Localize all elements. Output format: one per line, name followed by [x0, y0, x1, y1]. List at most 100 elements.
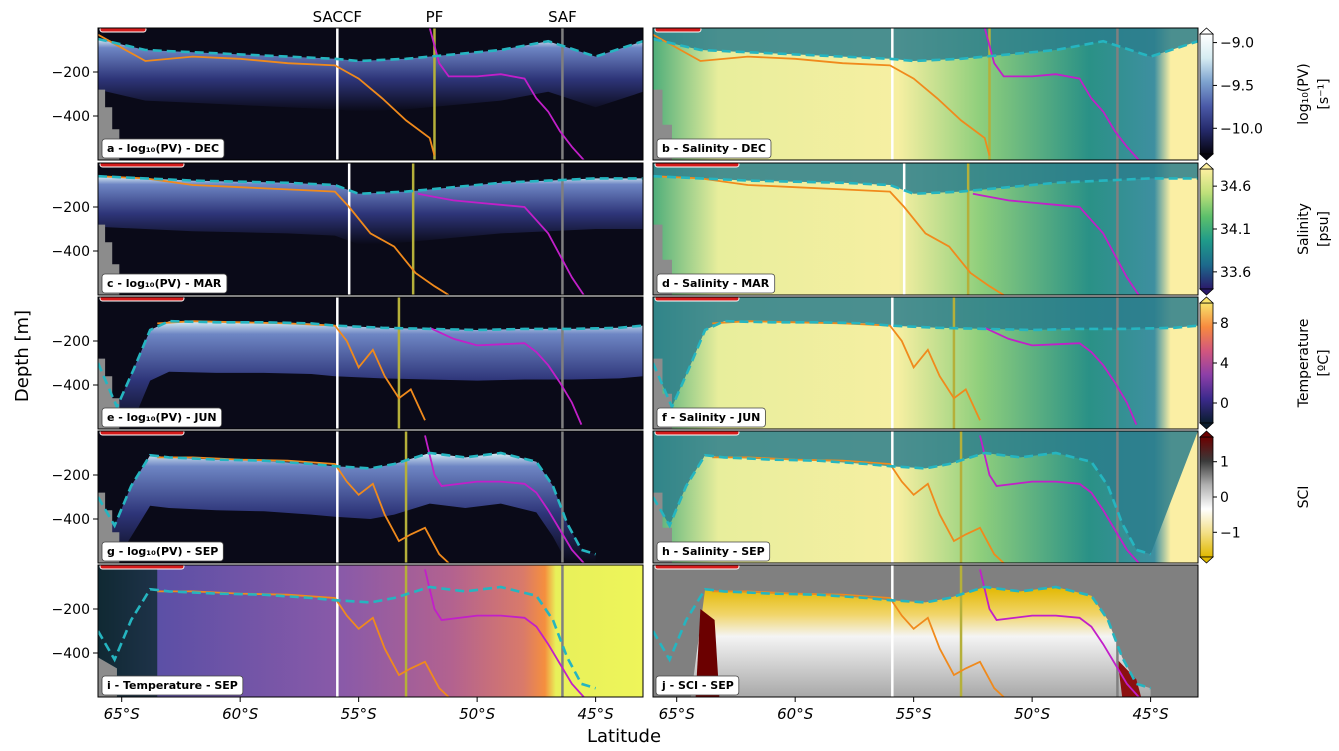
- panel-label: g - log₁₀(PV) - SEP: [101, 541, 224, 562]
- isotherm-magenta-line: [979, 435, 1140, 563]
- colorbar-temperature: 8 4 0 Temperature [ºC]: [1198, 296, 1332, 430]
- panel-e: e - log₁₀(PV) - JUN: [97, 296, 644, 430]
- y-tick-label: −400: [52, 378, 90, 394]
- svg-text:e - log₁₀(PV) - JUN: e - log₁₀(PV) - JUN: [107, 411, 217, 424]
- isotherm-orange-line: [653, 175, 1005, 295]
- colorbar-salinity: 34.6 34.1 33.6 Salinity [psu]: [1198, 162, 1332, 296]
- panel-b: b - Salinity - DEC: [652, 27, 1199, 161]
- sea-ice-marker: [99, 297, 185, 302]
- y-tick-label: −200: [52, 468, 90, 484]
- colorbar-label: log₁₀(PV): [1296, 63, 1312, 125]
- temperature-field: [98, 565, 643, 697]
- axes-layer: −200 −400 SACCF PF SAF −200 −400 −200 −400 −200 −4…: [52, 8, 1170, 723]
- panel-label: d - Salinity - MAR: [656, 273, 776, 294]
- panel-label: i - Temperature - SEP: [101, 675, 244, 696]
- isotherm-orange-line: [98, 33, 436, 156]
- colorbar-gradient: [1199, 33, 1214, 155]
- colorbar-gradient: [1199, 302, 1214, 424]
- colorbar-max-arrow: [1198, 162, 1215, 170]
- svg-text:f - Salinity - JUN: f - Salinity - JUN: [662, 411, 760, 424]
- panel-frame: [652, 430, 1199, 564]
- panel-label-box: [656, 138, 772, 159]
- isotherm-magenta-line: [984, 326, 1138, 425]
- panel-label: a - log₁₀(PV) - DEC: [101, 138, 225, 159]
- sea-ice-marker: [654, 28, 702, 33]
- front-label-saccf: SACCF: [313, 8, 362, 26]
- sci-high-east: [1117, 659, 1142, 697]
- colorbar-tick-label: 34.6: [1220, 179, 1251, 195]
- panels-layer: a - log₁₀(PV) - DEC b - Salinity - DEC c -…: [97, 27, 1199, 698]
- isotherm-magenta-line: [417, 192, 585, 295]
- colorbar-tick-label: 34.1: [1220, 222, 1251, 238]
- panel-frame: [652, 162, 1199, 296]
- colorbar-tick-label: 8: [1220, 316, 1229, 332]
- colorbar-pv: −9.0 −9.5 −10.0 log₁₀(PV) [s⁻¹]: [1198, 27, 1332, 161]
- panel-label: h - Salinity - SEP: [656, 541, 771, 562]
- colorbar-sci: 1 0 −1 SCI: [1198, 430, 1312, 564]
- sea-ice-marker: [99, 431, 185, 436]
- mixed-layer-depth-line: [98, 174, 643, 196]
- panel-label-box: [656, 407, 766, 428]
- panel-label-box: [101, 407, 223, 428]
- panel-frame: [652, 27, 1199, 161]
- svg-text:d - Salinity - MAR: d - Salinity - MAR: [662, 277, 770, 290]
- panel-frame: [97, 162, 644, 296]
- mixed-layer-depth-line: [653, 451, 1151, 556]
- colorbar-min-arrow: [1198, 422, 1215, 430]
- panel-frame: [97, 430, 644, 564]
- panel-label: j - SCI - SEP: [655, 675, 740, 696]
- y-tick-label: −400: [52, 512, 90, 528]
- isotherm-magenta-line: [972, 192, 1140, 295]
- panel-frame: [652, 564, 1199, 698]
- isotherm-magenta-line: [983, 28, 1140, 160]
- panel-g: g - log₁₀(PV) - SEP: [97, 430, 644, 564]
- panel-j: j - SCI - SEP: [652, 564, 1199, 698]
- panel-c: c - log₁₀(PV) - MAR: [97, 162, 644, 296]
- panel-label: b - Salinity - DEC: [656, 138, 772, 159]
- sci-field: [690, 587, 1151, 697]
- pv-field: [98, 321, 643, 429]
- x-axis-label: Latitude: [587, 726, 661, 747]
- colorbar-max-arrow: [1198, 27, 1215, 35]
- svg-text:h - Salinity - SEP: h - Salinity - SEP: [662, 545, 765, 558]
- panel-label: e - log₁₀(PV) - JUN: [101, 407, 223, 428]
- y-tick-label: −200: [52, 200, 90, 216]
- isotherm-magenta-line: [424, 435, 585, 563]
- colorbar-unit: [s⁻¹]: [1316, 78, 1332, 109]
- y-tick-label: −200: [52, 334, 90, 350]
- colorbar-tick-label: −9.5: [1220, 78, 1254, 94]
- svg-text:j - SCI - SEP: j - SCI - SEP: [661, 679, 734, 692]
- y-axis-label: Depth [m]: [12, 310, 33, 402]
- colorbar-unit: [ºC]: [1316, 349, 1332, 376]
- x-tick-label: 65°S: [104, 705, 141, 723]
- x-tick-label: 65°S: [659, 705, 696, 723]
- colorbar-tick-label: 4: [1220, 356, 1229, 372]
- panel-label-box: [101, 541, 224, 562]
- mixed-layer-depth-line: [98, 585, 596, 690]
- surface-layer: [653, 28, 1198, 61]
- panel-i: i - Temperature - SEP: [97, 564, 644, 698]
- sea-ice-marker: [654, 431, 740, 436]
- surface-layer: [653, 163, 1198, 194]
- y-tick-label: −400: [52, 244, 90, 260]
- x-tick-label: 60°S: [222, 705, 259, 723]
- pv-field: [98, 453, 596, 563]
- x-tick-label: 50°S: [1014, 705, 1051, 723]
- panel-d: d - Salinity - MAR: [652, 162, 1199, 296]
- colorbar-tick-label: 33.6: [1220, 265, 1251, 281]
- svg-text:g - log₁₀(PV) - SEP: g - log₁₀(PV) - SEP: [107, 545, 218, 558]
- colorbar-max-arrow: [1198, 430, 1215, 438]
- panel-label-box: [101, 675, 244, 696]
- y-tick-label: −400: [52, 109, 90, 125]
- x-tick-label: 45°S: [1133, 705, 1170, 723]
- panel-h: h - Salinity - SEP: [652, 430, 1199, 564]
- colorbar-label: Temperature: [1296, 319, 1312, 409]
- panel-frame: [97, 296, 644, 430]
- x-tick-label: 50°S: [459, 705, 496, 723]
- colorbar-min-arrow: [1198, 288, 1215, 296]
- mixed-layer-depth-line: [98, 319, 643, 411]
- mixed-layer-depth-line: [653, 174, 1198, 196]
- pv-field: [98, 39, 643, 112]
- isotherm-magenta-line: [429, 326, 583, 425]
